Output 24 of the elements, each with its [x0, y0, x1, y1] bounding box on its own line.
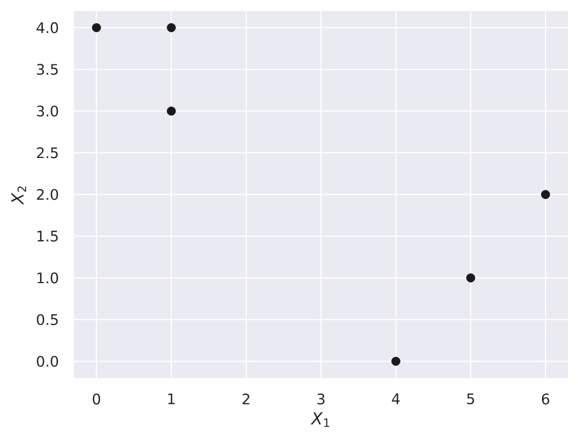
y-tick-label: 0.0 [36, 356, 58, 367]
y-tick-label: 4.0 [36, 22, 58, 34]
x-tick-label: 1 [168, 393, 175, 404]
x-tick-label: 6 [542, 394, 550, 404]
x-tick-label: 4 [392, 393, 400, 404]
y-tick-label: 2.0 [36, 189, 58, 200]
point [92, 23, 101, 32]
point [166, 106, 176, 116]
y-tick-label: 1.0 [38, 272, 58, 284]
point [166, 23, 176, 32]
point [541, 190, 550, 199]
y-axis-title: X$_{2}$ [11, 186, 26, 205]
x-tick-label: 0 [92, 394, 100, 404]
y-tick-label: 3.0 [37, 106, 58, 117]
y-tick-label: 1.5 [38, 230, 58, 242]
x-axis-title: X$_{1}$ [310, 412, 330, 427]
x-tick-label: 2 [242, 394, 250, 404]
point [391, 356, 400, 366]
x-tick-label: 5 [467, 393, 474, 404]
y-tick-label: 3.5 [37, 64, 58, 75]
point [466, 273, 476, 282]
y-tick-label: 0.5 [36, 314, 58, 326]
y-tick-label: 2.5 [36, 147, 58, 158]
x-tick-label: 3 [318, 394, 324, 404]
